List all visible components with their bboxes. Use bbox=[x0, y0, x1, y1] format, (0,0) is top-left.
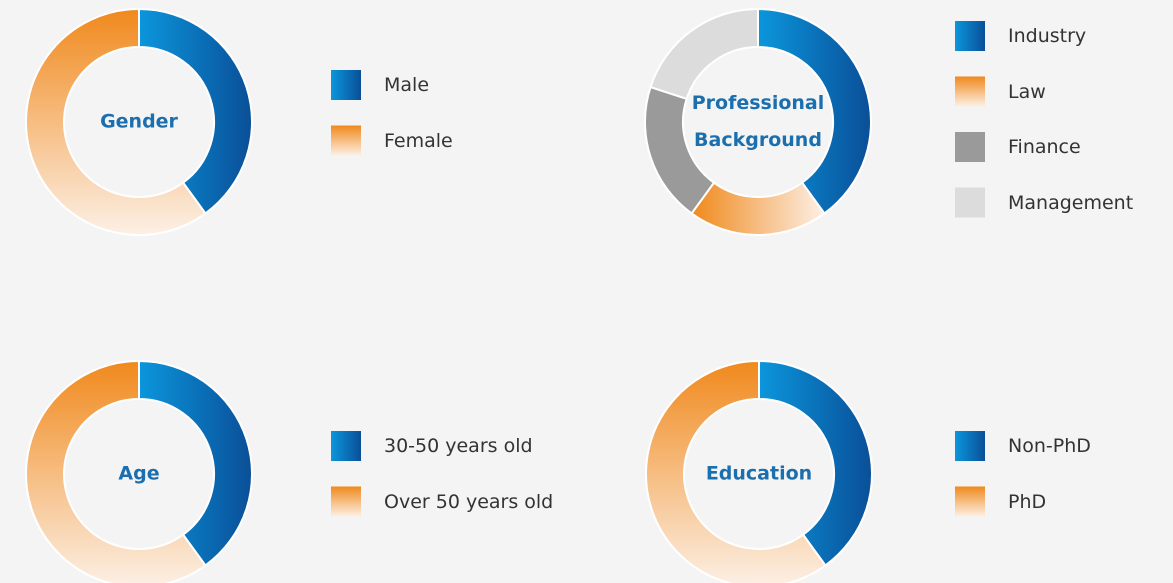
legend-swatch bbox=[955, 132, 985, 162]
legend-label: PhD bbox=[1008, 490, 1047, 513]
chart-title: Age bbox=[118, 462, 160, 485]
legend-swatch bbox=[955, 187, 985, 218]
legend-label: Industry bbox=[1008, 25, 1087, 47]
legend-swatch bbox=[331, 125, 361, 156]
legend-label: Management bbox=[1008, 191, 1134, 214]
legend-swatch bbox=[955, 76, 985, 107]
legend-swatch bbox=[331, 70, 361, 100]
donut-slice bbox=[690, 181, 826, 236]
legend-label: Over 50 years old bbox=[384, 490, 554, 513]
legend-swatch bbox=[955, 486, 985, 517]
legend-swatch bbox=[331, 486, 361, 517]
legend-swatch bbox=[331, 431, 361, 461]
donut-slice bbox=[758, 359, 873, 567]
donut-slice bbox=[25, 359, 207, 583]
legend-swatch bbox=[955, 431, 985, 461]
legend-label: 30-50 years old bbox=[384, 435, 533, 457]
donut-slice bbox=[138, 7, 253, 215]
donut-slice bbox=[138, 359, 253, 567]
legend-label: Law bbox=[1008, 80, 1046, 103]
legend-label: Non-PhD bbox=[1008, 435, 1091, 457]
chart-title: Professional Background bbox=[691, 92, 825, 151]
donut-slice bbox=[645, 359, 827, 583]
chart-title: Education bbox=[705, 462, 813, 485]
legend-label: Male bbox=[384, 74, 430, 96]
legend-label: Finance bbox=[1008, 136, 1081, 158]
donut-slice bbox=[649, 7, 759, 101]
donut-slice bbox=[757, 7, 872, 215]
legend-swatch bbox=[955, 21, 985, 51]
chart-title: Gender bbox=[100, 110, 178, 133]
donut-slice bbox=[25, 7, 207, 236]
legend-label: Female bbox=[384, 129, 453, 152]
